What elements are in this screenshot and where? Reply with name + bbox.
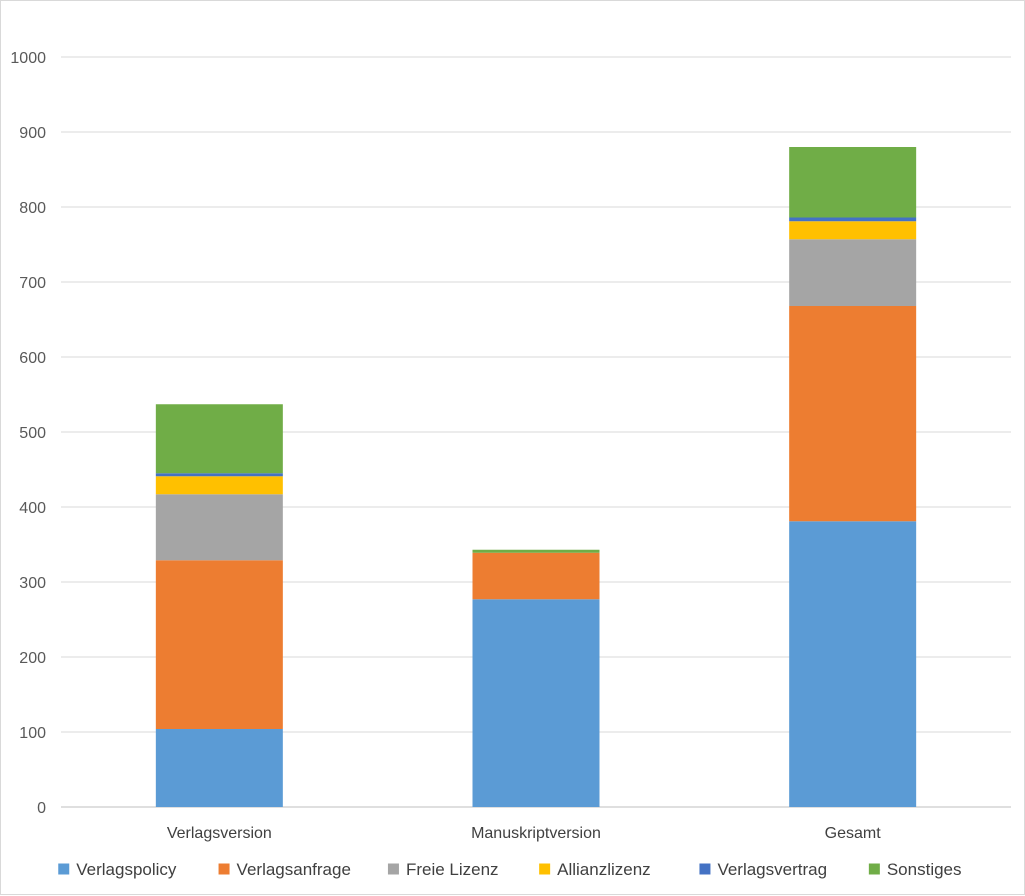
legend-swatch-verlagsvertrag <box>699 863 711 875</box>
y-tick-label: 100 <box>19 725 46 742</box>
legend-label: Verlagspolicy <box>76 860 177 879</box>
legend-swatch-sonstiges <box>868 863 880 875</box>
bar-segment-freie-lizenz-0 <box>155 494 283 561</box>
x-category-label: Verlagsversion <box>167 825 272 842</box>
y-tick-label: 500 <box>19 425 46 442</box>
bar-segment-freie-lizenz-2 <box>789 239 917 306</box>
x-category-label: Manuskriptversion <box>471 825 601 842</box>
bar-segment-verlagsanfrage-0 <box>155 560 283 729</box>
bar-segment-allianzlizenz-0 <box>155 476 283 495</box>
bar-segment-verlagspolicy-2 <box>789 521 917 807</box>
y-tick-label: 400 <box>19 500 46 517</box>
bar-segment-verlagsanfrage-2 <box>789 306 917 522</box>
y-tick-label: 800 <box>19 200 46 217</box>
y-tick-label: 300 <box>19 575 46 592</box>
bar-segment-allianzlizenz-2 <box>789 221 917 240</box>
bar-segment-sonstiges-2 <box>789 147 917 218</box>
bar-segment-verlagsanfrage-1 <box>472 552 600 600</box>
legend-swatch-verlagsanfrage <box>218 863 230 875</box>
y-tick-label: 700 <box>19 275 46 292</box>
legend-label: Sonstiges <box>887 860 962 879</box>
bar-segment-verlagspolicy-0 <box>155 729 283 807</box>
bar-segment-verlagspolicy-1 <box>472 599 600 807</box>
bar-segment-sonstiges-0 <box>155 404 283 474</box>
y-tick-label: 0 <box>37 800 46 817</box>
y-tick-label: 1000 <box>10 50 46 67</box>
bar-segment-verlagsvertrag-0 <box>155 473 283 477</box>
legend-swatch-verlagspolicy <box>58 863 70 875</box>
legend-swatch-allianzlizenz <box>539 863 551 875</box>
legend-label: Verlagsanfrage <box>237 860 351 879</box>
legend-swatch-freie-lizenz <box>387 863 399 875</box>
bar-segment-sonstiges-1 <box>472 549 600 553</box>
x-category-label: Gesamt <box>825 825 882 842</box>
y-tick-label: 900 <box>19 125 46 142</box>
y-tick-label: 200 <box>19 650 46 667</box>
y-tick-label: 600 <box>19 350 46 367</box>
legend-label: Verlagsvertrag <box>717 860 827 879</box>
bar-segment-verlagsvertrag-2 <box>789 217 917 222</box>
legend-label: Freie Lizenz <box>406 860 499 879</box>
legend-label: Allianzlizenz <box>557 860 651 879</box>
